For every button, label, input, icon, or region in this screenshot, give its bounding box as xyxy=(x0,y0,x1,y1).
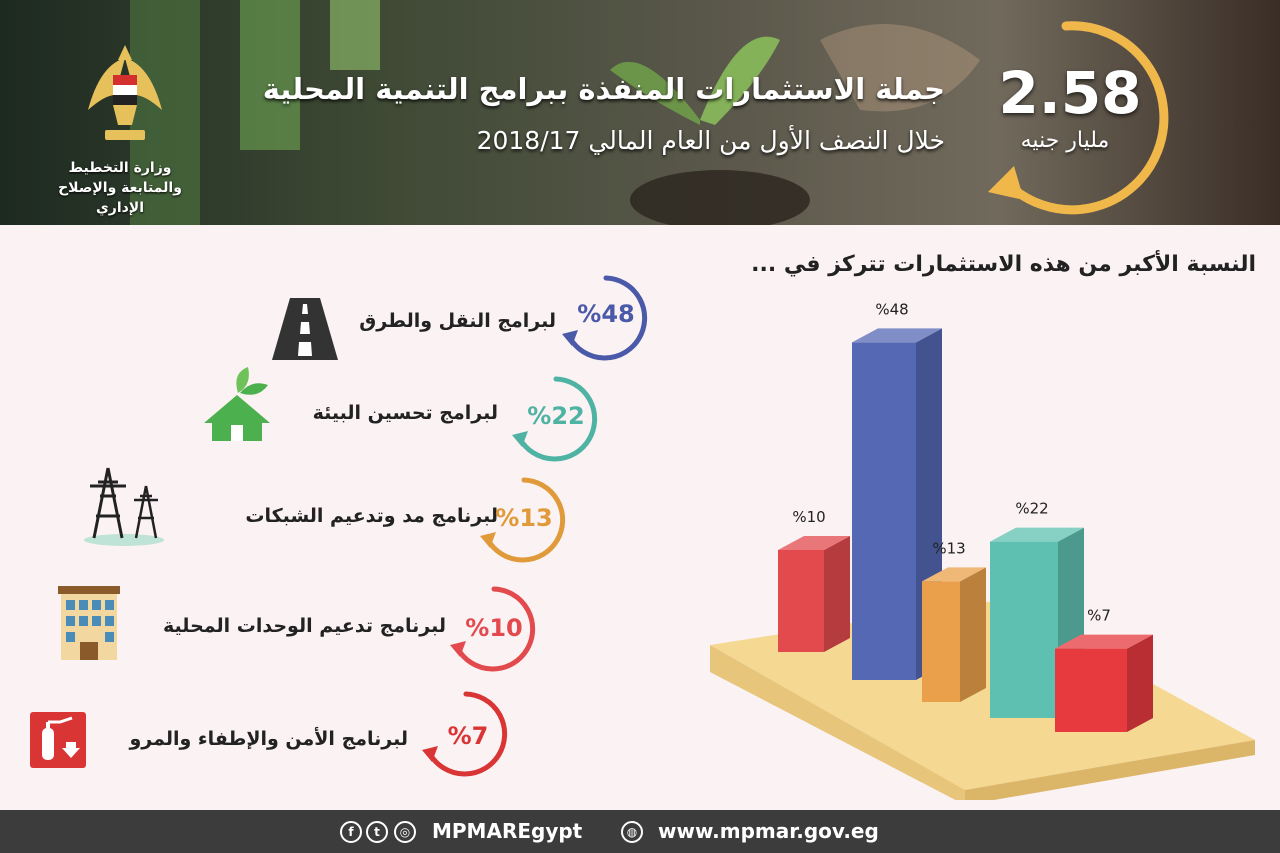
chart-heading: النسبة الأكبر من هذه الاستثمارات تتركز ف… xyxy=(751,252,1256,277)
facebook-icon[interactable]: f xyxy=(340,821,362,843)
pct-ring-transport xyxy=(562,275,648,361)
page-subtitle: خلال النصف الأول من العام المالي 2018/17 xyxy=(476,126,945,155)
pct-security: %7 xyxy=(447,722,489,750)
bar-front-3 xyxy=(922,581,960,702)
program-label-networks: لبرنامج مد وتدعيم الشبكات xyxy=(245,505,498,527)
program-label-environment: لبرامج تحسين البيئة xyxy=(312,402,498,424)
header-banner: وزارة التخطيط والمتابعة والإصلاح الإداري… xyxy=(0,0,1280,225)
bar-top-5 xyxy=(1055,634,1153,649)
platform-front xyxy=(710,645,965,800)
pct-environment: %22 xyxy=(527,402,585,430)
instagram-icon[interactable]: ◎ xyxy=(394,821,416,843)
program-label-transport: لبرامج النقل والطرق xyxy=(359,310,556,332)
building-icon xyxy=(58,586,120,660)
twitter-icon[interactable]: t xyxy=(366,821,388,843)
total-amount-unit: مليار جنيه xyxy=(1020,128,1110,153)
bar-side-1 xyxy=(824,536,850,652)
bar-top-1 xyxy=(778,536,850,550)
total-amount: 2.58 xyxy=(998,59,1142,127)
bar-side-5 xyxy=(1127,634,1153,732)
program-label-security: لبرنامج الأمن والإطفاء والمرو xyxy=(129,728,408,750)
bar-chart: %10 %48 %13 %22 %7 xyxy=(710,300,1255,800)
program-label-local-units: لبرنامج تدعيم الوحدات المحلية xyxy=(163,615,446,637)
road-icon xyxy=(272,298,338,360)
bar-5 xyxy=(1055,634,1153,732)
pct-transport: %48 xyxy=(577,300,635,328)
bar-top-2 xyxy=(852,328,942,343)
power-tower-icon xyxy=(84,467,164,546)
header-photo-background xyxy=(130,0,980,225)
green-house-icon xyxy=(204,367,270,441)
page-title: جملة الاستثمارات المنفذة ببرامج التنمية … xyxy=(262,72,945,106)
bar-value-label-5: %7 xyxy=(1087,607,1111,625)
bar-front-4 xyxy=(990,541,1058,718)
chart-platform xyxy=(710,600,1255,800)
ministry-name: وزارة التخطيط والمتابعة والإصلاح الإداري xyxy=(58,160,182,216)
platform-top xyxy=(710,600,1255,790)
pct-ring-environment xyxy=(512,376,598,462)
bar-side-3 xyxy=(960,567,986,702)
pct-local-units: %10 xyxy=(465,614,523,642)
bar-front-2 xyxy=(852,342,916,680)
bar-value-label-1: %10 xyxy=(792,508,825,526)
bar-3 xyxy=(922,567,986,702)
website-icon: ◍ xyxy=(621,821,643,843)
bar-value-label-4: %22 xyxy=(1015,500,1048,518)
fire-extinguisher-icon xyxy=(30,712,86,768)
pct-networks: %13 xyxy=(495,504,553,532)
bar-value-label-3: %13 xyxy=(932,539,965,557)
website-link[interactable]: www.mpmar.gov.eg xyxy=(658,819,879,843)
egypt-eagle-emblem-icon xyxy=(88,45,162,140)
bar-front-5 xyxy=(1055,648,1127,732)
platform-side xyxy=(965,740,1255,800)
bar-front-1 xyxy=(778,550,824,652)
bar-1 xyxy=(778,536,850,652)
pct-ring-security xyxy=(422,691,508,777)
bar-top-3 xyxy=(922,567,986,582)
pct-ring-networks xyxy=(480,477,566,563)
pct-ring-local-units xyxy=(450,586,536,672)
footer: f t ◎ MPMAREgypt ◍ www.mpmar.gov.eg xyxy=(0,810,1280,853)
bar-value-label-2: %48 xyxy=(875,300,908,318)
bar-top-4 xyxy=(990,527,1084,542)
social-handle[interactable]: MPMAREgypt xyxy=(432,819,583,843)
amount-ring-arrow xyxy=(988,21,1169,215)
